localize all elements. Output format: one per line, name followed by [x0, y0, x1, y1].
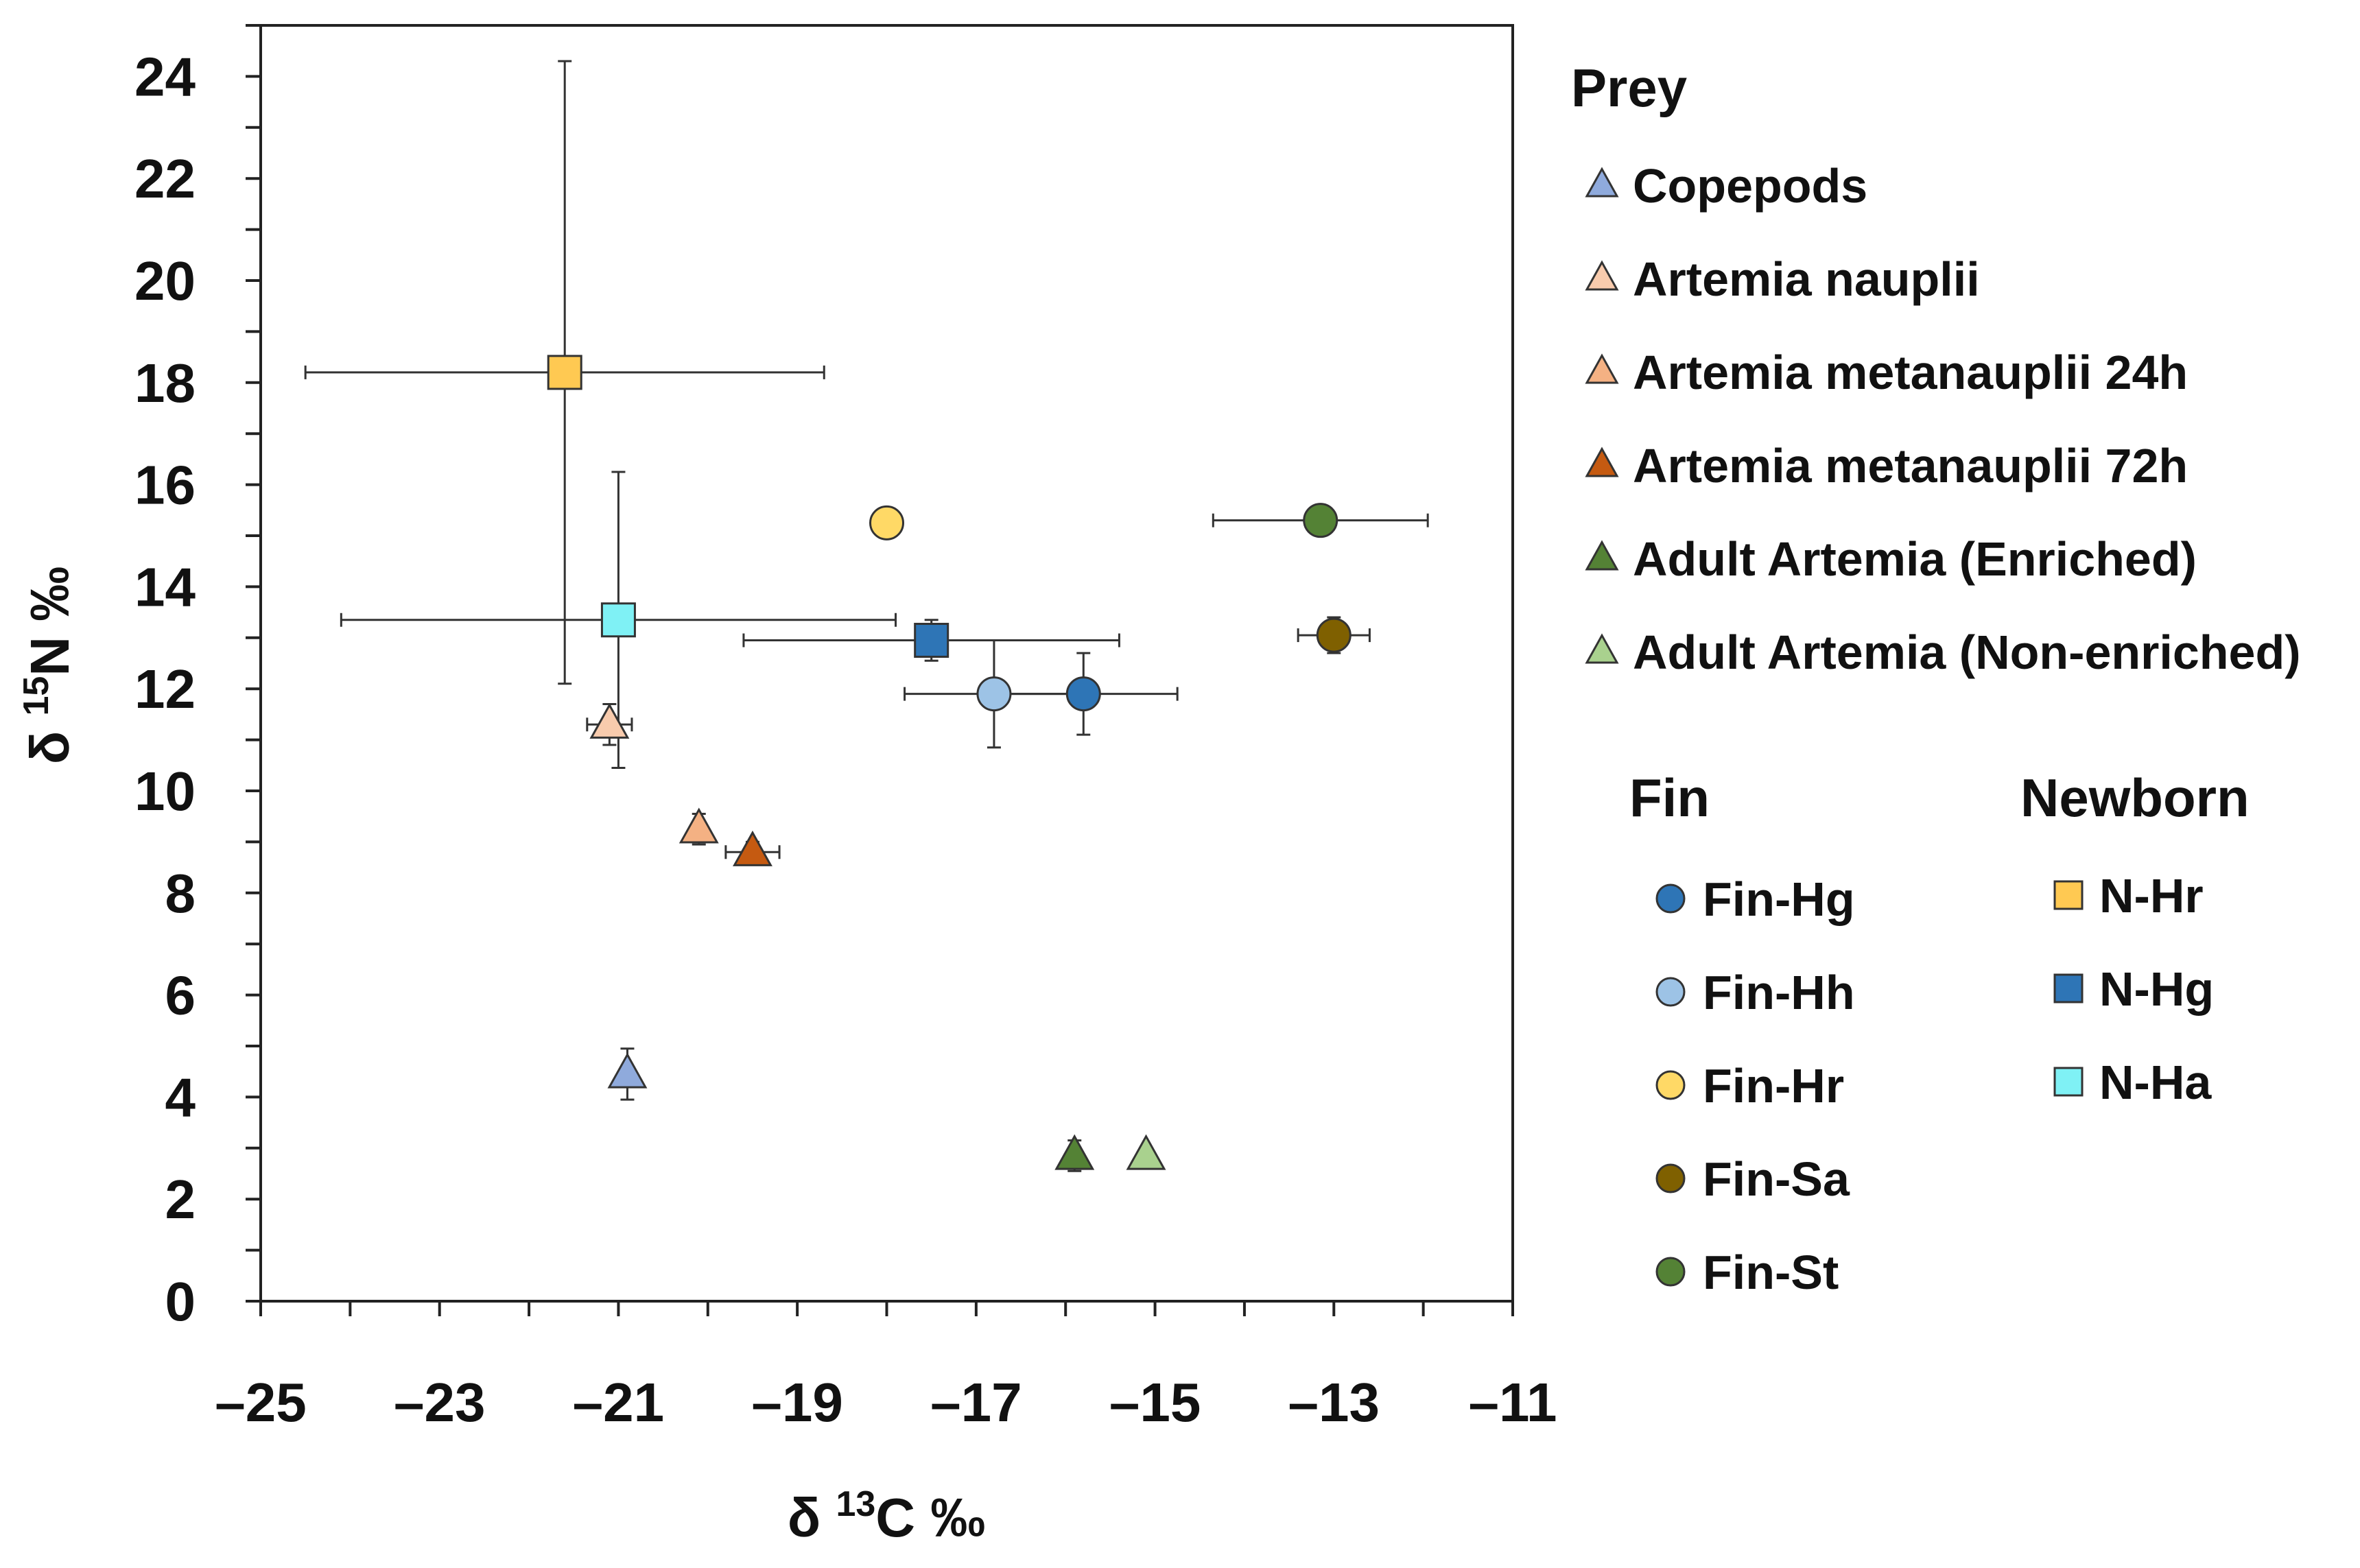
legend-marker-fin-hg — [1655, 883, 1686, 914]
y-tick-label: 10 — [134, 761, 196, 822]
x-tick-label: –25 — [215, 1372, 306, 1433]
adult-artemia-non-enriched-point — [1126, 1134, 1166, 1170]
legend-marker-fin-sa — [1655, 1163, 1686, 1193]
legend-marker-artemia-metanauplii-24h — [1585, 353, 1619, 384]
error-bars — [304, 60, 1429, 1172]
y-tick-label: 16 — [134, 455, 196, 516]
legend-entries: Copepods Artemia nauplii Artemia metanaupl… — [1585, 159, 2301, 1299]
legend-label-fin-st: Fin-St — [1703, 1246, 1839, 1299]
n-hr-point — [547, 355, 582, 390]
legend-title-newborn: Newborn — [2020, 768, 2250, 828]
adult-artemia-enriched-point — [1054, 1134, 1095, 1170]
y-tick-label: 14 — [134, 556, 196, 617]
legend-label-copepods: Copepods — [1633, 159, 1867, 213]
x-tick-label: –21 — [573, 1372, 664, 1433]
n-ha-point — [600, 602, 636, 638]
x-axis-title-suffix: C ‰ — [875, 1487, 985, 1548]
artemia-nauplii-point — [589, 702, 630, 739]
x-axis-title-prefix: δ — [788, 1487, 836, 1548]
legend-marker-adult-artemia-enriched — [1585, 540, 1619, 571]
fin-hr-point — [869, 505, 904, 541]
legend-title-fin: Fin — [1629, 768, 1710, 828]
legend-marker-fin-st — [1655, 1257, 1686, 1287]
y-tick-label: 4 — [165, 1067, 196, 1128]
y-axis-title: δ 15N ‰ — [16, 567, 80, 765]
legend-label-fin-hg: Fin-Hg — [1703, 872, 1855, 926]
x-axis-ticks: –25 –23 –21 –19 –17 –15 –13 –11 — [215, 1301, 1557, 1433]
n-hg-point — [914, 623, 949, 658]
y-axis-title-suffix: N ‰ — [19, 567, 80, 676]
legend-label-fin-sa: Fin-Sa — [1703, 1152, 1850, 1206]
x-tick-label: –17 — [930, 1372, 1022, 1433]
legend-marker-n-ha — [2053, 1067, 2084, 1097]
y-axis-title-sup: 15 — [16, 676, 56, 716]
legend-label-adult-artemia-enriched: Adult Artemia (Enriched) — [1633, 532, 2197, 586]
y-tick-label: 22 — [134, 148, 196, 209]
plot-area — [259, 24, 1514, 1303]
legend-label-adult-artemia-non-enriched: Adult Artemia (Non-enriched) — [1633, 626, 2301, 679]
legend-title-prey: Prey — [1571, 58, 1687, 118]
legend-label-artemia-nauplii: Artemia nauplii — [1633, 252, 1980, 306]
x-axis-title-sup: 13 — [836, 1484, 875, 1524]
data-markers — [547, 355, 1352, 1170]
legend-label-n-ha: N-Ha — [2099, 1056, 2212, 1109]
legend-marker-copepods — [1585, 167, 1619, 198]
legend-marker-n-hr — [2053, 880, 2084, 910]
y-tick-label: 12 — [134, 658, 196, 720]
legend-label-n-hr: N-Hr — [2099, 869, 2204, 923]
legend-marker-artemia-nauplii — [1585, 260, 1619, 291]
legend-marker-fin-hh — [1655, 977, 1686, 1007]
legend-marker-n-hg — [2053, 973, 2084, 1003]
legend: Prey Fin Newborn Copepods Artemia nauplii… — [1571, 58, 2301, 1299]
y-tick-label: 8 — [165, 863, 196, 924]
legend-marker-adult-artemia-non-enriched — [1585, 633, 1619, 664]
legend-marker-fin-hr — [1655, 1070, 1686, 1100]
y-tick-label: 2 — [165, 1169, 196, 1230]
y-axis-title-prefix: δ — [19, 716, 80, 765]
artemia-metanauplii-24h-point — [678, 807, 719, 844]
fin-sa-point — [1316, 617, 1352, 653]
legend-label-fin-hh: Fin-Hh — [1703, 966, 1855, 1019]
legend-label-artemia-metanauplii-72h: Artemia metanauplii 72h — [1633, 439, 2188, 492]
legend-marker-artemia-metanauplii-72h — [1585, 447, 1619, 477]
legend-label-artemia-metanauplii-24h: Artemia metanauplii 24h — [1633, 346, 2188, 399]
fin-hg-point — [1065, 676, 1101, 712]
legend-label-fin-hr: Fin-Hr — [1703, 1059, 1844, 1113]
x-tick-label: –15 — [1109, 1372, 1201, 1433]
x-tick-label: –19 — [751, 1372, 842, 1433]
x-tick-label: –11 — [1468, 1372, 1557, 1433]
x-axis-title: δ 13C ‰ — [788, 1484, 986, 1548]
x-tick-label: –23 — [394, 1372, 485, 1433]
y-tick-label: 18 — [134, 353, 196, 414]
copepods-point — [607, 1052, 648, 1089]
y-tick-label: 0 — [165, 1271, 196, 1332]
fin-st-point — [1303, 503, 1338, 538]
legend-label-n-hg: N-Hg — [2099, 962, 2214, 1016]
y-tick-label: 20 — [134, 250, 196, 311]
fin-hh-point — [976, 676, 1012, 712]
artemia-metanauplii-72h-point — [733, 830, 772, 866]
y-tick-label: 6 — [165, 965, 196, 1026]
x-tick-label: –13 — [1288, 1372, 1380, 1433]
y-tick-label: 24 — [134, 46, 196, 107]
